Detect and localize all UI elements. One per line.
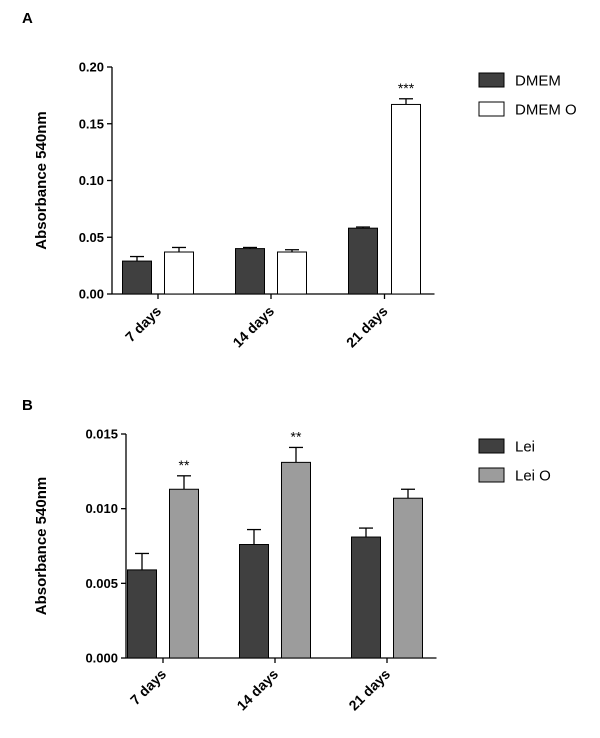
legend-label-a: DMEM O: [515, 102, 577, 119]
bar-a-dmem-o: [391, 103, 421, 295]
y-tick-label-a: 0.00: [79, 287, 104, 302]
y-tick-label-b: 0.010: [85, 501, 118, 516]
bar-b-lei-o: [169, 488, 199, 659]
legend-label-b: Lei: [515, 439, 535, 456]
bar-a-dmem-o: [277, 251, 307, 295]
category-label-a: 21 days: [343, 303, 391, 351]
y-tick-label-b: 0.015: [85, 427, 118, 442]
chart-b-svg: B 0.000 0.005 0.010 0.015 Absorbance 540nm 7 d…: [22, 397, 551, 714]
y-tick-label-a: 0.05: [79, 230, 104, 245]
legend-label-b: Lei O: [515, 468, 551, 485]
bar-b-lei-o: [281, 461, 311, 659]
y-axis-title-b: Absorbance 540nm: [33, 477, 50, 615]
chart-a-svg: A 0.00 0.05 0.10 0.15 0.20 Absorbance 540nm 7 d…: [22, 10, 577, 351]
bar-a-dmem-o: [164, 251, 194, 295]
significance-label-b: **: [179, 457, 190, 473]
y-tick-label-a: 0.20: [79, 60, 104, 75]
y-tick-label-a: 0.15: [79, 116, 104, 131]
y-axis-title-a: Absorbance 540nm: [33, 111, 50, 249]
chart-panel-b: B 0.000 0.005 0.010 0.015 Absorbance 540nm 7 d…: [0, 370, 600, 733]
panel-b-label: B: [22, 397, 33, 414]
chart-panel-a: A 0.00 0.05 0.10 0.15 0.20 Absorbance 540nm 7 d…: [22, 10, 577, 351]
legend-label-a: DMEM: [515, 73, 561, 90]
category-label-b: 21 days: [345, 666, 393, 714]
bar-b-lei: [351, 536, 381, 659]
significance-label-b: **: [291, 428, 302, 444]
bar-a-dmem: [235, 248, 265, 295]
category-label-a: 7 days: [122, 303, 164, 345]
legend-swatch-a: [478, 72, 505, 88]
legend-swatch-a: [478, 101, 505, 117]
legend-swatch-b: [478, 438, 505, 454]
significance-label-a: ***: [398, 80, 415, 96]
bar-a-dmem: [122, 260, 152, 295]
bar-b-lei-o: [393, 497, 423, 659]
panel-a-label: A: [22, 10, 33, 27]
y-tick-label-a: 0.10: [79, 173, 104, 188]
category-label-a: 14 days: [229, 303, 277, 351]
category-label-b: 7 days: [127, 666, 169, 708]
bar-b-lei: [239, 544, 269, 659]
legend-swatch-b: [478, 467, 505, 483]
category-label-b: 14 days: [233, 666, 281, 714]
y-tick-label-b: 0.000: [85, 651, 118, 666]
y-tick-label-b: 0.005: [85, 576, 118, 591]
bar-a-dmem: [348, 227, 378, 295]
bar-b-lei: [127, 569, 157, 659]
